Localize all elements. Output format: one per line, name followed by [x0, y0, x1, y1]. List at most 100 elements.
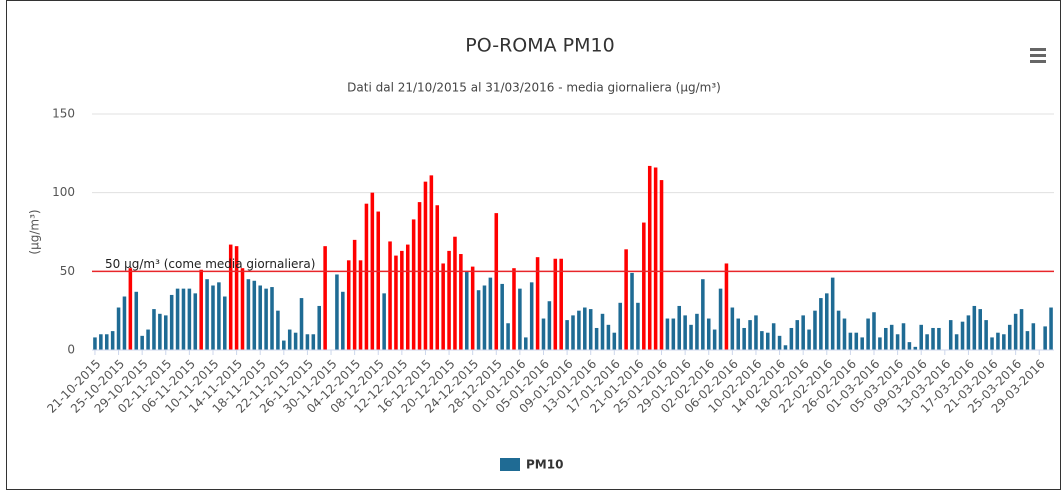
y-axis-label: (µg/m³) [28, 209, 42, 254]
bar [104, 334, 109, 350]
bar [683, 315, 687, 350]
bar [600, 313, 605, 350]
bar [889, 324, 894, 350]
y-tick-label: 50 [60, 264, 75, 278]
bar [547, 301, 552, 350]
bar [583, 307, 587, 350]
bar [724, 263, 729, 350]
bar [400, 250, 404, 350]
bar [665, 318, 670, 350]
bar [671, 318, 676, 350]
bar [134, 291, 139, 350]
bar [978, 309, 982, 350]
bar [630, 272, 634, 350]
bar [140, 335, 144, 350]
bar [966, 315, 971, 350]
bar [429, 175, 434, 350]
legend-label[interactable]: PM10 [526, 458, 563, 472]
bar [488, 277, 493, 350]
bar [559, 258, 563, 350]
bar [659, 180, 664, 350]
bar [423, 181, 428, 350]
bar [895, 334, 900, 350]
bar [341, 291, 345, 350]
bar [417, 202, 422, 350]
bar [276, 310, 280, 350]
bar [771, 323, 776, 350]
bar [317, 305, 321, 350]
bar [187, 288, 192, 350]
bar [435, 205, 440, 350]
bar [99, 334, 103, 350]
bar [878, 337, 882, 350]
bar [618, 302, 622, 350]
menu-icon[interactable] [1030, 48, 1046, 63]
bar [830, 277, 835, 350]
bar [925, 334, 929, 350]
bar [931, 327, 935, 350]
bar [459, 254, 463, 350]
bar [411, 219, 416, 350]
bar [394, 255, 398, 350]
bar [594, 327, 599, 350]
bar [506, 323, 510, 350]
bar [907, 342, 912, 350]
bar [405, 244, 410, 350]
bar [223, 296, 227, 350]
bar [836, 310, 841, 350]
bar [1002, 334, 1006, 350]
bar [1043, 326, 1047, 350]
frame [6, 0, 1061, 490]
bar [860, 337, 864, 350]
bar [205, 279, 209, 350]
bar [872, 312, 876, 350]
bar [972, 305, 977, 350]
bar [287, 329, 292, 350]
bar [937, 327, 941, 350]
bar [529, 282, 534, 350]
bar [1019, 309, 1024, 350]
bar [783, 345, 788, 350]
bar [866, 318, 870, 350]
bar [1031, 323, 1036, 350]
bar [825, 293, 829, 350]
bar [789, 327, 794, 350]
bar [500, 283, 504, 350]
bar [765, 332, 770, 350]
bar [152, 309, 156, 350]
bar [1013, 313, 1018, 350]
bar [193, 293, 198, 350]
bar [996, 332, 1000, 350]
bar [801, 315, 805, 350]
bar [854, 332, 859, 350]
bar [819, 298, 823, 350]
bar [246, 279, 251, 350]
bar [919, 324, 923, 350]
bar [718, 288, 723, 350]
bar [228, 244, 233, 350]
bar [588, 309, 593, 350]
bar [990, 337, 994, 350]
bar [754, 315, 758, 350]
bar [311, 334, 316, 350]
bar [624, 249, 628, 350]
bar [842, 318, 847, 350]
chart-title: PO-ROMA PM10 [465, 35, 614, 57]
bar [1007, 324, 1012, 350]
bar [701, 279, 705, 350]
legend-swatch[interactable] [500, 458, 520, 471]
bar [382, 293, 386, 350]
bar [211, 285, 215, 350]
bar [217, 282, 221, 350]
bar [689, 324, 693, 350]
bar [518, 288, 522, 350]
bar [848, 332, 853, 350]
bar [677, 305, 682, 350]
bar [358, 260, 363, 350]
bar [1049, 307, 1053, 350]
y-tick-label: 150 [52, 107, 75, 121]
bar [234, 246, 239, 350]
bar [181, 288, 186, 350]
bar [482, 285, 487, 350]
